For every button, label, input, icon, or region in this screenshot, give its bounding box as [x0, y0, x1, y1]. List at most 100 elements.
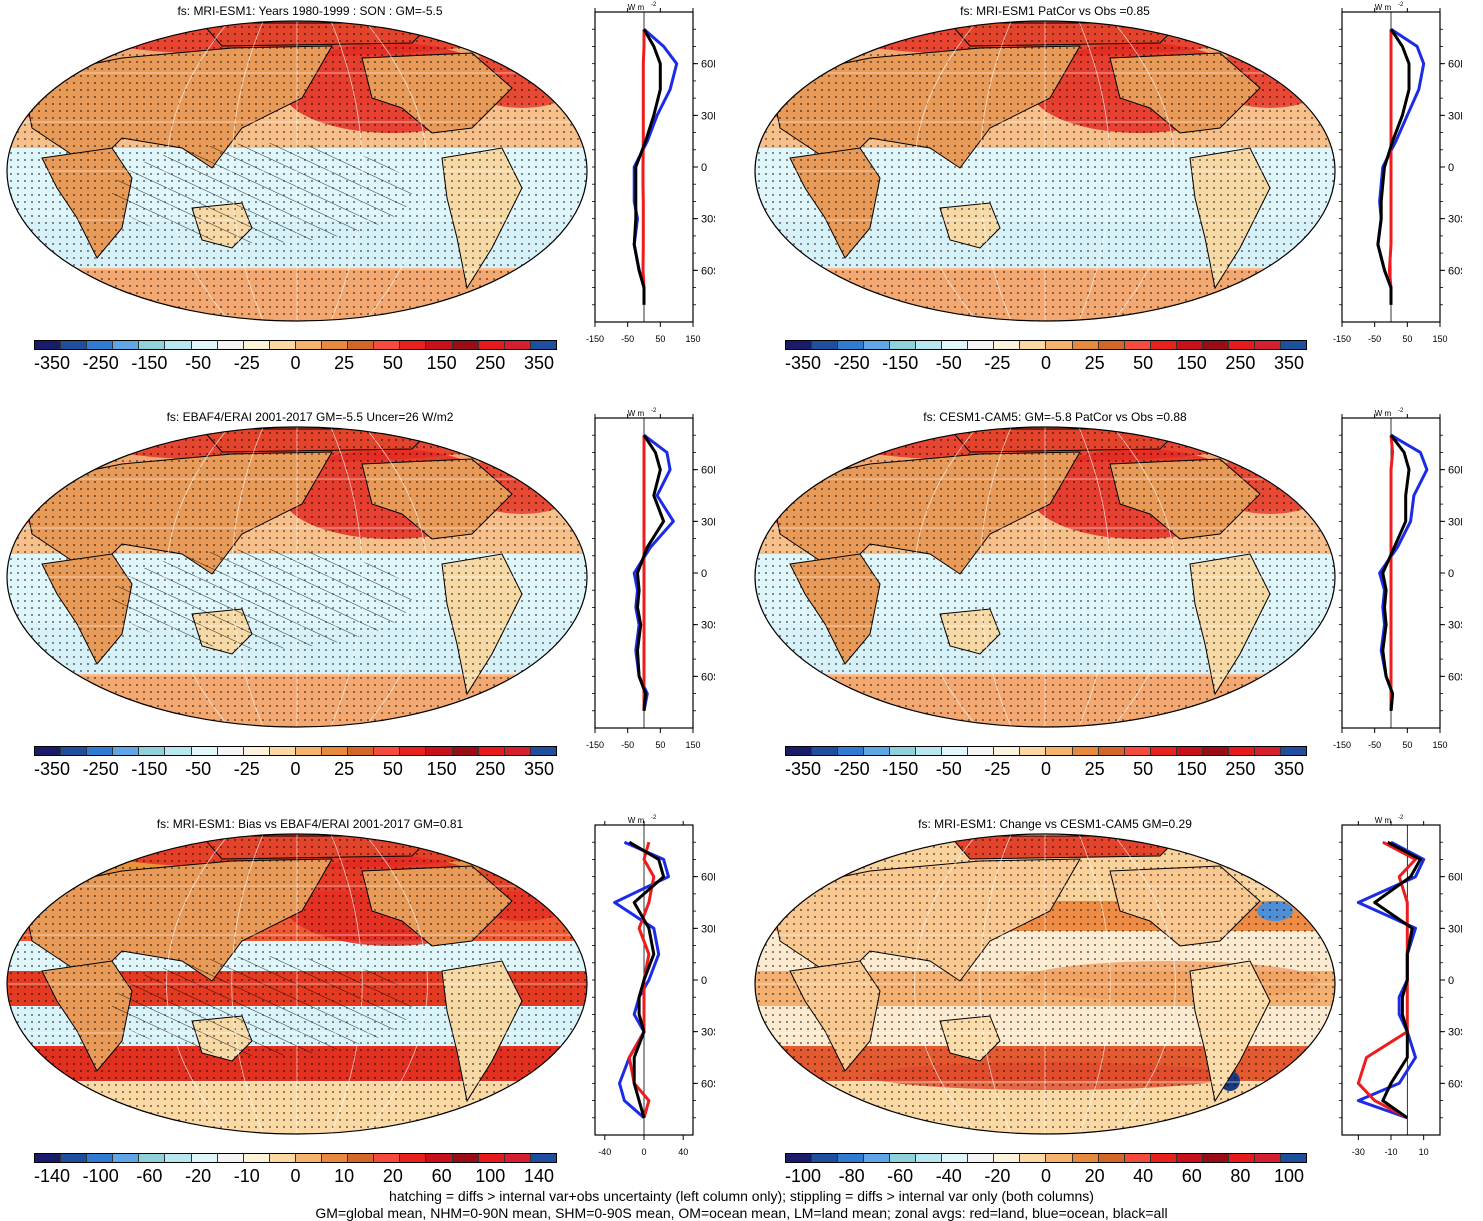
colorbar-swatch	[504, 747, 531, 755]
colorbar-swatch	[1176, 1154, 1203, 1162]
colorbar-swatch	[191, 1154, 218, 1162]
colorbar-swatch	[838, 747, 865, 755]
colorbar-swatch	[478, 747, 505, 755]
colorbar-tick-label: 350	[523, 759, 555, 779]
zonal-lat-tick-label: 60S	[1448, 265, 1462, 277]
zonal-x-tick-label: -50	[1368, 334, 1381, 344]
colorbar-swatch	[1150, 341, 1177, 349]
zonal-x-tick-label: 150	[1432, 334, 1447, 344]
zonal-lat-tick-label: 30S	[1448, 620, 1462, 632]
colorbar-tick-label: 20	[1084, 1166, 1105, 1186]
colorbar-swatch	[812, 1154, 839, 1162]
colorbar-swatch	[1176, 341, 1203, 349]
colorbar-swatch	[400, 747, 427, 755]
zonal-lat-tick-label: 30N	[701, 516, 715, 528]
zonal-unit-label: W m	[1375, 816, 1392, 825]
colorbar-tick-label: -250	[82, 353, 119, 373]
zonal-lat-tick-label: 30S	[1448, 1027, 1462, 1039]
zonal-line-all	[636, 434, 666, 711]
colorbar-swatch	[1020, 747, 1047, 755]
zonal-unit-sup: -2	[651, 2, 657, 8]
colorbar-swatch	[1124, 747, 1151, 755]
colorbar-tick-label: 150	[426, 353, 457, 373]
colorbar-swatch	[1228, 1154, 1255, 1162]
colorbar-swatch	[838, 1154, 865, 1162]
zonal-lat-tick-label: 30N	[1448, 516, 1462, 528]
colorbar-swatch	[322, 1154, 349, 1162]
colorbar-swatch	[1020, 341, 1047, 349]
zonal-unit-label: W m	[628, 3, 645, 12]
zonal-line-all	[1376, 28, 1411, 305]
zonal-lat-tick-label: 0	[1448, 975, 1454, 987]
colorbar-tick-label: 50	[382, 353, 403, 373]
zonal-line-ocean	[613, 840, 670, 1119]
colorbar-tick-label: 60	[1181, 1166, 1202, 1186]
colorbar-tick-label: -140	[33, 1166, 71, 1186]
zonal-unit-label: W m	[628, 409, 645, 418]
footer-note-hatching: hatching = diffs > internal var+obs unce…	[389, 1188, 1094, 1204]
colorbar-tick-label: 250	[1225, 759, 1256, 779]
zonal-lat-tick-label: 60N	[1448, 59, 1462, 71]
colorbar-tick-label: 20	[382, 1166, 403, 1186]
colorbar-swatch	[374, 341, 401, 349]
colorbar-swatch	[87, 747, 114, 755]
colorbar-swatch	[838, 341, 865, 349]
colorbar	[34, 340, 557, 350]
colorbar-swatch	[452, 341, 479, 349]
colorbar-tick-label: 350	[1273, 759, 1305, 779]
colorbar-swatch	[890, 1154, 917, 1162]
colorbar-swatch	[968, 1154, 995, 1162]
colorbar-swatch	[61, 747, 88, 755]
map-panel-4	[6, 833, 588, 1135]
zonal-line-ocean	[632, 28, 679, 305]
colorbar-tick-label: -150	[131, 759, 168, 779]
colorbar	[785, 1153, 1307, 1163]
zonal-lat-tick-label: 30S	[701, 620, 715, 632]
colorbar-tick-label: 40	[1133, 1166, 1154, 1186]
colorbar-swatch	[322, 341, 349, 349]
colorbar-tick-label: 350	[1273, 353, 1305, 373]
colorbar-tick-label: 60	[431, 1166, 452, 1186]
zonal-x-tick-label: -50	[1368, 740, 1381, 750]
colorbar-swatch	[295, 341, 323, 349]
colorbar-tick-label: 0	[1040, 1166, 1051, 1186]
colorbar-tick-label: -250	[833, 759, 870, 779]
colorbar-swatch	[35, 341, 62, 349]
zonal-x-tick-label: -50	[621, 334, 634, 344]
zonal-plot-0: W m -2 60N 30N 0 30S 60S -150 -50 50 150	[586, 2, 715, 344]
colorbar-tick-label: 150	[426, 759, 457, 779]
colorbar-swatch	[1072, 1154, 1099, 1162]
zonal-x-tick-label: -150	[1333, 740, 1351, 750]
zonal-lat-tick-label: 0	[701, 975, 707, 987]
panel-title: fs: MRI-ESM1: Change vs CESM1-CAM5 GM=0.…	[918, 817, 1192, 831]
colorbar-tick-label: -50	[935, 353, 962, 373]
zonal-line-land	[1387, 29, 1393, 305]
colorbar-swatch	[35, 747, 62, 755]
zonal-x-tick-label: 150	[1432, 740, 1447, 750]
zonal-lat-tick-label: 60N	[701, 872, 715, 884]
colorbar-swatch	[864, 341, 891, 349]
colorbar-swatch	[1202, 1154, 1229, 1162]
colorbar-swatch	[87, 1154, 114, 1162]
zonal-lat-tick-label: 0	[1448, 162, 1454, 174]
colorbar-tick-label: -250	[82, 759, 119, 779]
colorbar	[785, 340, 1307, 350]
colorbar-tick-label: -10	[233, 1166, 260, 1186]
zonal-plot-2: W m -2 60N 30N 0 30S 60S -150 -50 50 150	[586, 408, 715, 750]
colorbar-swatch	[295, 747, 323, 755]
colorbar-swatch	[269, 1154, 296, 1162]
zonal-line-all	[632, 28, 662, 305]
panel-title: fs: EBAF4/ERAI 2001-2017 GM=-5.5 Uncer=2…	[166, 410, 454, 424]
zonal-lat-tick-label: 30N	[701, 110, 715, 122]
colorbar-swatch	[942, 1154, 969, 1162]
colorbar-swatch	[1020, 1154, 1047, 1162]
colorbar-swatch	[1280, 1154, 1306, 1162]
colorbar-swatch	[374, 1154, 401, 1162]
colorbar-tick-label: -25	[984, 353, 1011, 373]
zonal-unit-label: W m	[628, 816, 645, 825]
colorbar-swatch	[113, 341, 140, 349]
map-panel-0	[6, 20, 588, 322]
zonal-line-all	[628, 840, 666, 1119]
colorbar-tick-label: 25	[334, 353, 355, 373]
colorbar-tick-label: -25	[984, 759, 1011, 779]
